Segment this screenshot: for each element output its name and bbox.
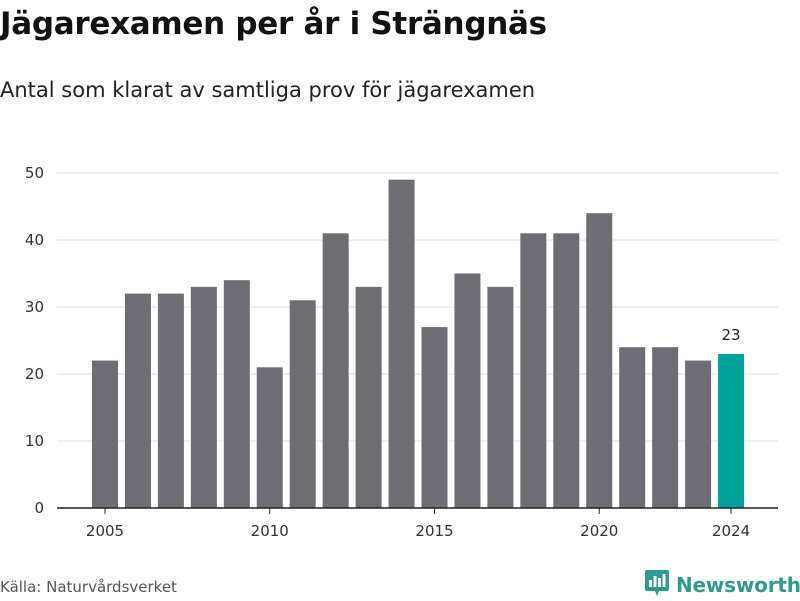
bar-2019 bbox=[553, 233, 580, 509]
y-tick-label: 10 bbox=[25, 432, 44, 450]
bar-2015 bbox=[421, 327, 448, 508]
x-tick-label: 2015 bbox=[415, 522, 453, 540]
y-tick-label: 0 bbox=[34, 499, 44, 517]
bar-2018 bbox=[520, 233, 547, 509]
source-note: Källa: Naturvårdsverket bbox=[0, 578, 177, 596]
bar-2013 bbox=[355, 286, 382, 508]
brand-logo: Newsworthy bbox=[644, 569, 800, 601]
y-tick-label: 30 bbox=[25, 298, 44, 316]
x-tick-label: 2024 bbox=[712, 522, 750, 540]
bar-2011 bbox=[289, 300, 316, 508]
x-tick-label: 2010 bbox=[251, 522, 289, 540]
bar-2022 bbox=[652, 347, 679, 508]
x-axis-ticks: 2005 2010 2015 2020 2024 bbox=[86, 508, 750, 540]
data-labels: 23 bbox=[722, 326, 741, 344]
chart-subtitle: Antal som klarat av samtliga prov för jä… bbox=[0, 78, 536, 102]
bar-2010 bbox=[256, 367, 283, 508]
y-tick-label: 50 bbox=[25, 164, 44, 182]
bar-2014 bbox=[388, 179, 415, 508]
bar-2009 bbox=[223, 280, 250, 508]
bar-2021 bbox=[619, 347, 646, 508]
bar-2007 bbox=[157, 293, 184, 508]
y-tick-label: 20 bbox=[25, 365, 44, 383]
y-tick-label: 40 bbox=[25, 231, 44, 249]
bar-2008 bbox=[190, 286, 217, 508]
bar-2016 bbox=[454, 273, 481, 508]
y-axis-ticks: 0 10 20 30 40 50 bbox=[25, 164, 44, 517]
bar-2017 bbox=[487, 286, 514, 508]
bar-chart: 0 10 20 30 40 50 23 2005 2010 2015 2020 2024 bbox=[25, 164, 778, 540]
newsworthy-logo-icon bbox=[644, 569, 670, 601]
x-tick-label: 2005 bbox=[86, 522, 124, 540]
bar-2005 bbox=[92, 360, 118, 508]
x-tick-label: 2020 bbox=[580, 522, 618, 540]
bar-2006 bbox=[124, 293, 151, 508]
bar-2020 bbox=[586, 213, 613, 508]
chart-title: Jägarexamen per år i Strängnäs bbox=[0, 6, 547, 42]
bar-2023 bbox=[685, 360, 712, 508]
bar-2012 bbox=[322, 233, 349, 509]
brand-name: Newsworthy bbox=[676, 573, 800, 597]
bar-2024 bbox=[718, 353, 745, 508]
data-label-2024: 23 bbox=[722, 326, 741, 344]
bars bbox=[92, 179, 745, 509]
